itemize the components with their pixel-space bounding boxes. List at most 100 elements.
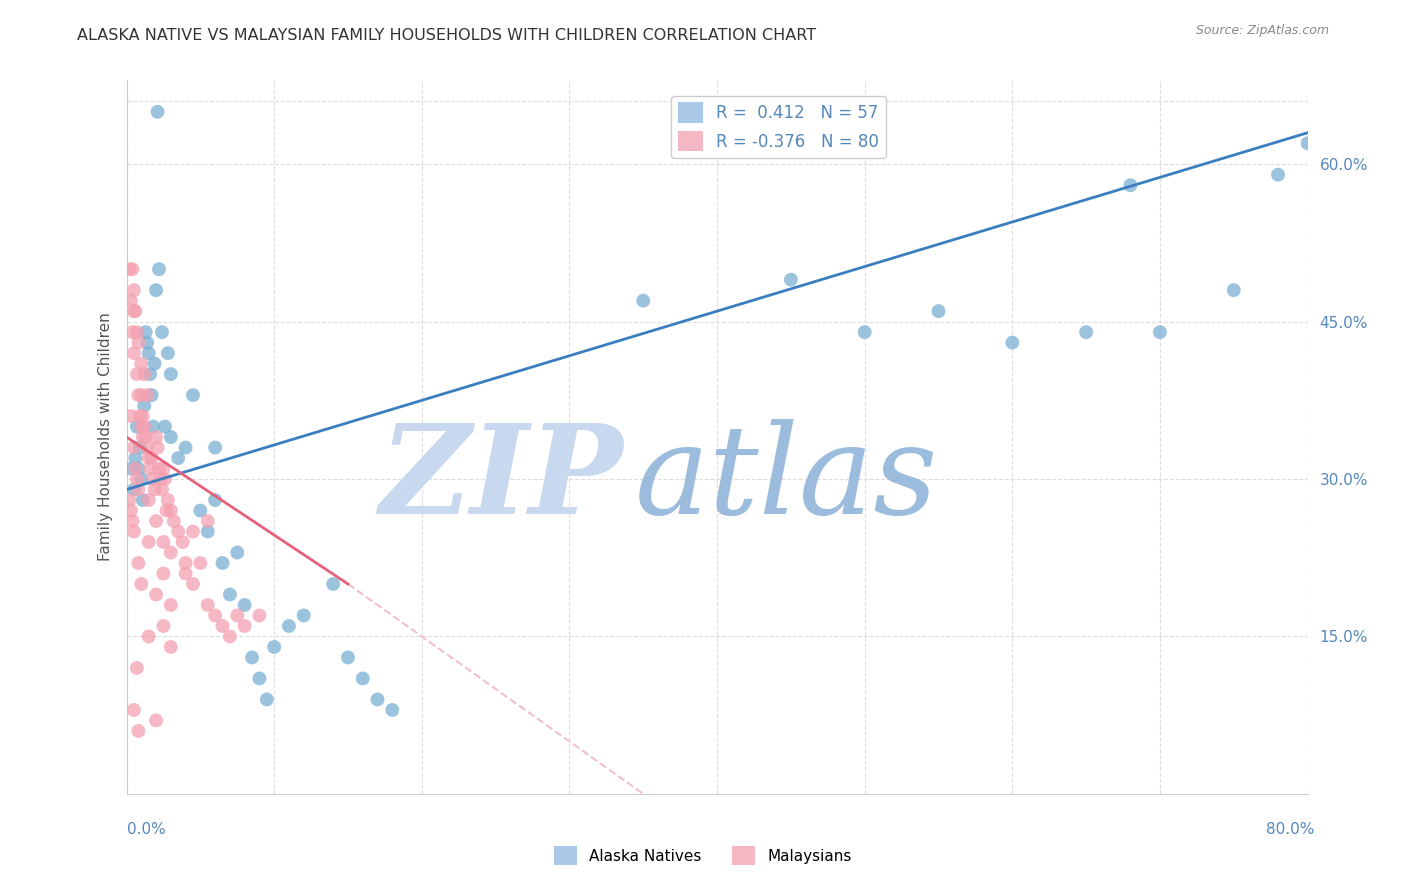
Point bbox=[139, 367, 162, 381]
Point bbox=[122, 703, 145, 717]
Point bbox=[134, 367, 156, 381]
Point bbox=[1001, 335, 1024, 350]
Point bbox=[145, 283, 167, 297]
Point bbox=[152, 566, 174, 581]
Point bbox=[292, 608, 315, 623]
Point bbox=[135, 430, 157, 444]
Point bbox=[120, 503, 142, 517]
Point bbox=[149, 472, 172, 486]
Point bbox=[1149, 325, 1171, 339]
Point bbox=[211, 556, 233, 570]
Point bbox=[134, 399, 156, 413]
Point bbox=[152, 461, 174, 475]
Point bbox=[127, 335, 149, 350]
Point bbox=[233, 619, 256, 633]
Point bbox=[139, 461, 162, 475]
Legend: Alaska Natives, Malaysians: Alaska Natives, Malaysians bbox=[548, 840, 858, 871]
Text: 0.0%: 0.0% bbox=[127, 822, 166, 837]
Point bbox=[120, 293, 142, 308]
Point bbox=[155, 503, 177, 517]
Point bbox=[145, 430, 167, 444]
Point bbox=[122, 524, 145, 539]
Point bbox=[247, 608, 270, 623]
Legend: R =  0.412   N = 57, R = -0.376   N = 80: R = 0.412 N = 57, R = -0.376 N = 80 bbox=[671, 95, 886, 158]
Point bbox=[1119, 178, 1142, 193]
Point bbox=[118, 493, 141, 508]
Point bbox=[138, 630, 160, 644]
Point bbox=[366, 692, 388, 706]
Point bbox=[122, 283, 145, 297]
Point bbox=[129, 388, 153, 402]
Point bbox=[247, 672, 270, 686]
Point bbox=[197, 514, 219, 528]
Point bbox=[125, 661, 148, 675]
Point bbox=[142, 419, 165, 434]
Point bbox=[152, 619, 174, 633]
Point bbox=[211, 619, 233, 633]
Point bbox=[197, 524, 219, 539]
Point bbox=[167, 451, 190, 466]
Point bbox=[160, 640, 183, 654]
Point bbox=[132, 493, 155, 508]
Point bbox=[141, 451, 163, 466]
Point bbox=[125, 419, 148, 434]
Point bbox=[127, 388, 149, 402]
Point bbox=[124, 451, 146, 466]
Point bbox=[138, 451, 160, 466]
Point bbox=[204, 608, 226, 623]
Point bbox=[153, 472, 176, 486]
Point bbox=[188, 503, 211, 517]
Point bbox=[135, 325, 157, 339]
Point bbox=[125, 325, 148, 339]
Point bbox=[633, 293, 655, 308]
Point bbox=[122, 441, 145, 455]
Point bbox=[132, 409, 155, 423]
Point bbox=[143, 357, 166, 371]
Point bbox=[138, 346, 160, 360]
Point bbox=[240, 650, 263, 665]
Point bbox=[143, 483, 166, 497]
Point bbox=[263, 640, 285, 654]
Point bbox=[226, 545, 249, 559]
Point bbox=[181, 388, 204, 402]
Point bbox=[146, 104, 169, 119]
Point bbox=[188, 556, 211, 570]
Point bbox=[121, 325, 143, 339]
Point bbox=[204, 441, 226, 455]
Point bbox=[127, 556, 149, 570]
Point bbox=[160, 545, 183, 559]
Point bbox=[124, 461, 146, 475]
Point bbox=[928, 304, 950, 318]
Text: ZIP: ZIP bbox=[378, 419, 623, 541]
Point bbox=[150, 325, 173, 339]
Point bbox=[181, 577, 204, 591]
Point bbox=[322, 577, 344, 591]
Point bbox=[122, 483, 145, 497]
Point bbox=[122, 304, 145, 318]
Text: Source: ZipAtlas.com: Source: ZipAtlas.com bbox=[1195, 24, 1329, 37]
Point bbox=[174, 556, 197, 570]
Point bbox=[129, 577, 153, 591]
Point bbox=[120, 409, 142, 423]
Point bbox=[1267, 168, 1289, 182]
Point bbox=[129, 419, 153, 434]
Point bbox=[278, 619, 301, 633]
Point bbox=[197, 598, 219, 612]
Point bbox=[352, 672, 374, 686]
Point bbox=[136, 335, 159, 350]
Point bbox=[172, 535, 194, 549]
Point bbox=[148, 461, 170, 475]
Point bbox=[156, 493, 179, 508]
Point bbox=[134, 419, 156, 434]
Point bbox=[1076, 325, 1098, 339]
Point bbox=[153, 419, 176, 434]
Point bbox=[156, 346, 179, 360]
Point bbox=[145, 587, 167, 601]
Point bbox=[218, 630, 242, 644]
Point bbox=[122, 346, 145, 360]
Point bbox=[167, 524, 190, 539]
Point bbox=[120, 461, 142, 475]
Point bbox=[145, 714, 167, 728]
Point bbox=[128, 409, 150, 423]
Point bbox=[136, 388, 159, 402]
